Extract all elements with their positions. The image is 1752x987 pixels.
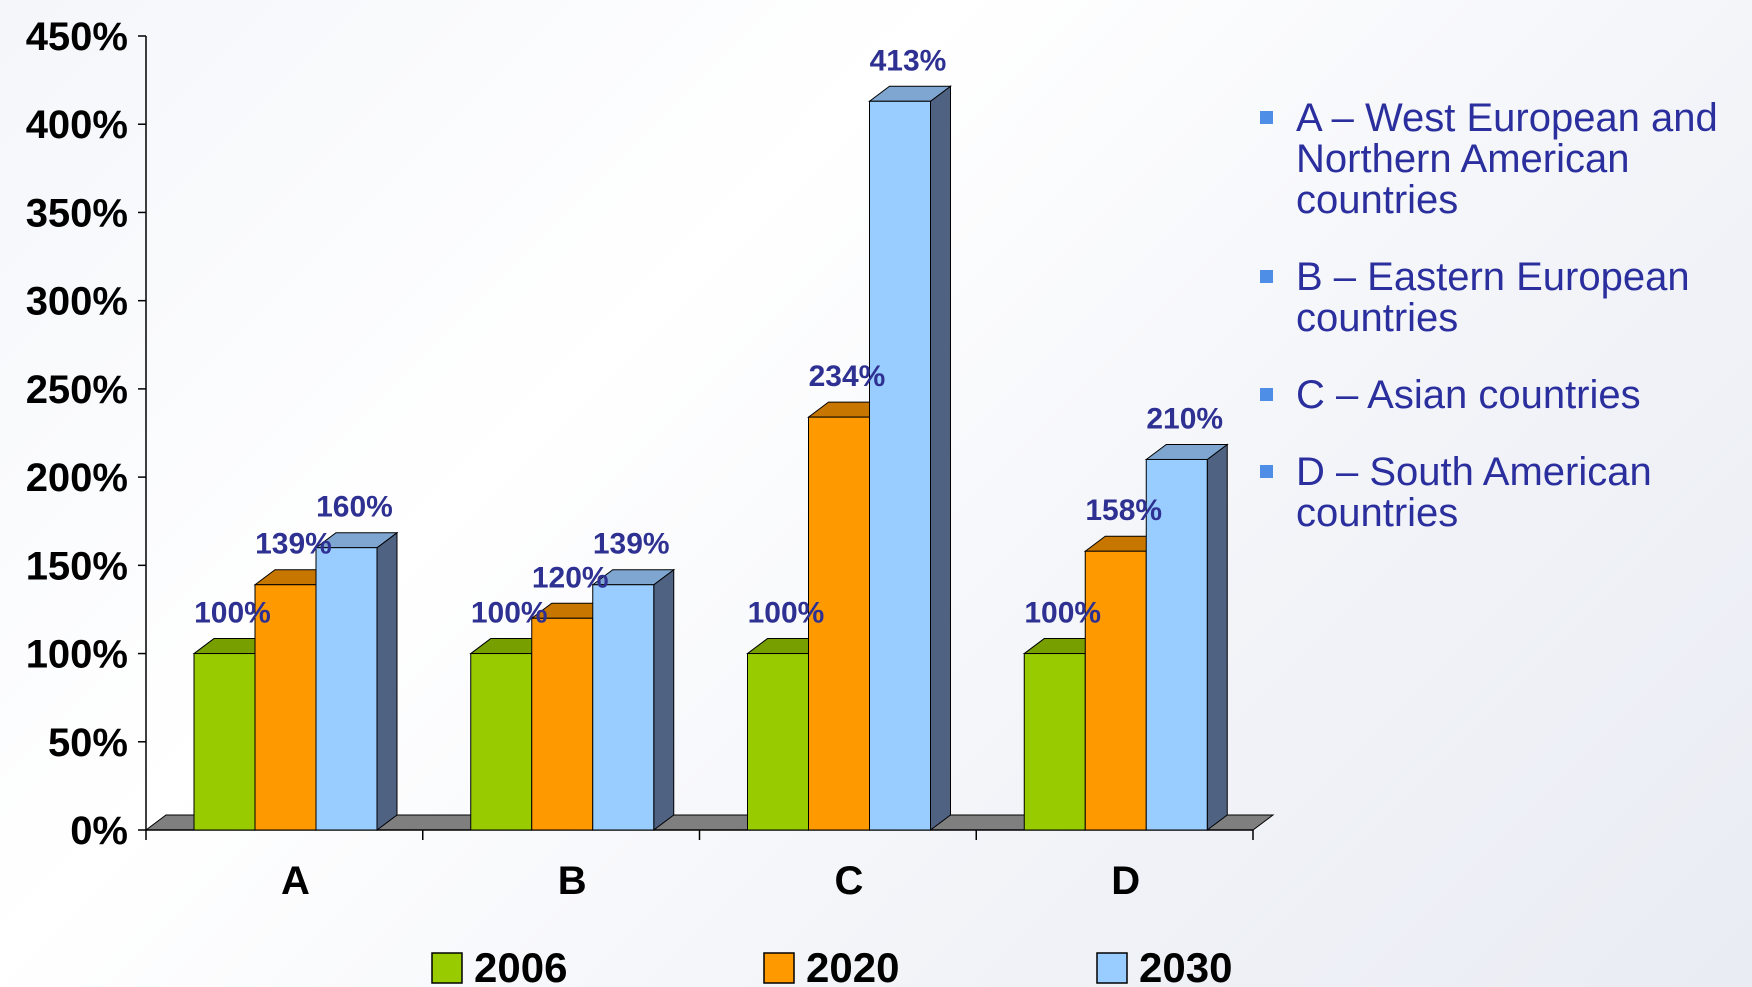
data-label-2006-C: 100% — [748, 597, 825, 630]
legend-swatch-2006 — [431, 952, 463, 984]
x-tick-label-D: D — [1111, 859, 1140, 903]
legend-swatch-2030 — [1096, 952, 1128, 984]
data-label-2030-C: 413% — [870, 44, 947, 77]
legend-label-2030: 2030 — [1139, 944, 1232, 987]
data-label-2006-D: 100% — [1024, 597, 1101, 630]
bar-2020-B — [531, 617, 594, 831]
data-label-2030-B: 139% — [593, 528, 670, 561]
note-item-c: C – Asian countries — [1258, 375, 1748, 416]
y-tick-label: 250% — [26, 368, 128, 412]
bar-side-2030-C — [930, 85, 951, 831]
legend-label-2020: 2020 — [806, 944, 899, 987]
y-tick-label: 350% — [26, 191, 128, 235]
bar-2030-D — [1145, 458, 1208, 831]
data-label-2006-B: 100% — [471, 597, 548, 630]
bar-2030-B — [592, 584, 655, 831]
bar-side-2030-A — [376, 531, 398, 831]
bar-2020-C — [808, 416, 870, 831]
bar-side-2030-D — [1206, 443, 1228, 831]
y-tick-label: 200% — [26, 456, 128, 500]
note-item-d: D – South American countries — [1258, 452, 1748, 534]
note-text-a: A – West European and Northern American … — [1296, 96, 1718, 222]
bar-2030-C — [869, 100, 931, 831]
data-label-2020-A: 139% — [255, 528, 332, 561]
data-label-2020-B: 120% — [532, 561, 609, 594]
note-item-a: A – West European and Northern American … — [1258, 98, 1748, 221]
y-tick-label: 300% — [26, 280, 128, 324]
y-tick-label: 100% — [26, 633, 128, 677]
x-tick-label-C: C — [835, 859, 864, 903]
data-label-2020-D: 158% — [1085, 494, 1162, 527]
y-tick-label: 150% — [26, 544, 128, 588]
note-text-b: B – Eastern European countries — [1296, 255, 1690, 340]
y-tick-label: 400% — [26, 103, 128, 147]
bar-2006-A — [193, 653, 256, 831]
note-text-c: C – Asian countries — [1296, 373, 1641, 417]
y-tick-label: 0% — [70, 809, 128, 853]
note-item-b: B – Eastern European countries — [1258, 257, 1748, 339]
data-label-2006-A: 100% — [194, 597, 271, 630]
square-bullet-icon — [1260, 465, 1273, 478]
data-label-2030-D: 210% — [1146, 402, 1223, 435]
square-bullet-icon — [1260, 388, 1273, 401]
bar-2030-A — [315, 547, 378, 831]
data-label-2020-C: 234% — [809, 360, 886, 393]
note-text-d: D – South American countries — [1296, 450, 1652, 535]
data-label-2030-A: 160% — [316, 491, 393, 524]
bar-2006-D — [1023, 653, 1086, 831]
y-tick-label: 50% — [48, 721, 128, 765]
bar-side-2030-B — [653, 568, 675, 831]
x-tick-label-B: B — [558, 859, 587, 903]
square-bullet-icon — [1260, 270, 1273, 283]
legend-swatch-2020 — [763, 952, 795, 984]
legend-label-2006: 2006 — [474, 944, 567, 987]
bar-2006-C — [747, 653, 809, 831]
category-notes: A – West European and Northern American … — [1258, 98, 1748, 570]
x-tick-label-A: A — [281, 859, 310, 903]
bar-2020-D — [1084, 550, 1147, 831]
bar-2006-B — [470, 653, 533, 831]
y-tick-label: 450% — [26, 15, 128, 59]
square-bullet-icon — [1260, 111, 1273, 124]
